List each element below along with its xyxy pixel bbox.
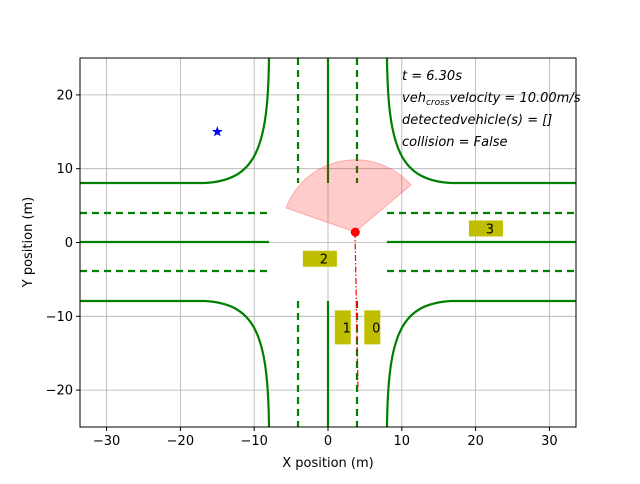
x-tick-label: 20: [467, 434, 484, 449]
annotation-part: t = 6.30s: [402, 69, 462, 84]
vehicle-label: 2: [320, 253, 328, 268]
annotation-part: collision = False: [402, 135, 508, 150]
x-tick-label: 10: [394, 434, 411, 449]
annotation-part: veh: [402, 91, 426, 106]
x-tick-label: −30: [93, 434, 120, 449]
annotation-part: cross: [426, 98, 450, 108]
annotation-part: velocity = 10.00m/s: [449, 91, 580, 106]
y-tick-label: 0: [65, 236, 73, 251]
vehicle: [468, 220, 503, 237]
annotation-part: detectedvehicle(s) = []: [402, 113, 552, 128]
annotation: detectedvehicle(s) = []: [402, 113, 552, 128]
x-tick-label: 0: [324, 434, 332, 449]
vehicle-label: 1: [343, 321, 351, 336]
roads: [80, 57, 576, 428]
y-tick-label: −10: [46, 310, 73, 325]
vehicle: [364, 310, 381, 345]
y-tick-label: −20: [46, 384, 73, 399]
target-star: [211, 126, 223, 137]
x-tick-label: 30: [541, 434, 558, 449]
annotation: t = 6.30s: [402, 69, 462, 84]
annotation: collision = False: [402, 135, 508, 150]
x-axis-label: X position (m): [282, 456, 373, 471]
vehicle: [334, 310, 351, 345]
vehicle-label: 3: [486, 222, 494, 237]
vehicle-label: 0: [372, 321, 380, 336]
trajectory: [354, 231, 359, 391]
sensor-fov: [285, 159, 412, 233]
y-tick-label: 20: [56, 88, 73, 103]
x-tick-label: −10: [240, 434, 267, 449]
ego-vehicle: [350, 227, 360, 237]
y-axis-label: Y position (m): [21, 197, 36, 289]
x-tick-label: −20: [167, 434, 194, 449]
annotation: vehcrossvelocity = 10.00m/s: [402, 91, 581, 108]
vehicle: [302, 250, 337, 267]
y-tick-label: 10: [56, 162, 73, 177]
